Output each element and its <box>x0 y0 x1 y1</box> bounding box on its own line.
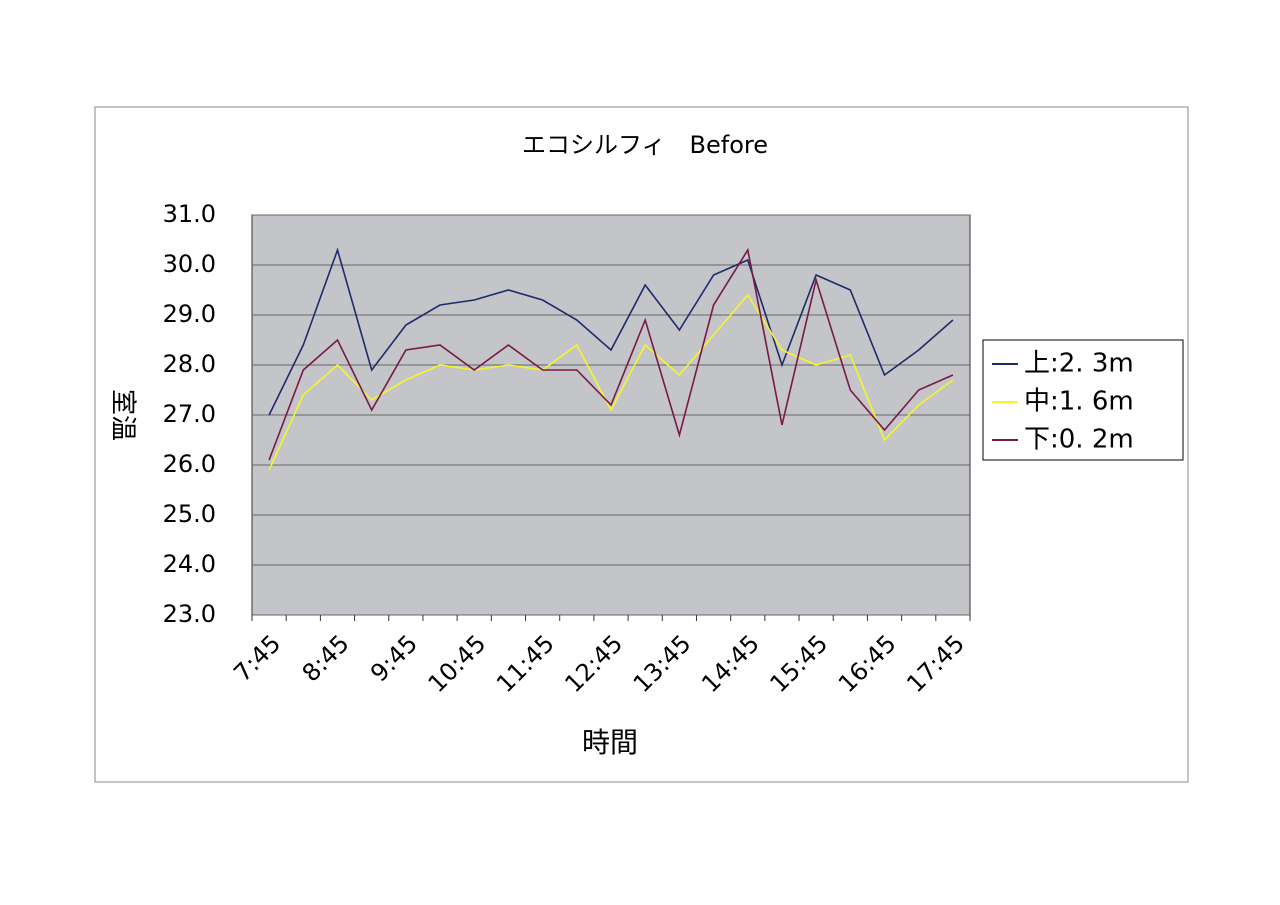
series-line <box>268 293 954 471</box>
y-tick-label: 31.0 <box>163 200 216 228</box>
chart-title: エコシルフィ Before <box>522 131 768 159</box>
legend-label: 下:0. 2m <box>1024 425 1134 455</box>
y-axis-label: 室温 <box>108 389 138 441</box>
y-tick-label: 28.0 <box>163 350 216 378</box>
y-tick-label: 30.0 <box>163 250 216 278</box>
y-tick-label: 27.0 <box>163 400 216 428</box>
x-axis-label: 時間 <box>582 726 638 759</box>
series-line <box>268 247 954 461</box>
y-tick-label: 25.0 <box>163 500 216 528</box>
y-tick-label: 23.0 <box>163 600 216 628</box>
y-tick-label: 29.0 <box>163 300 216 328</box>
legend-label: 上:2. 3m <box>1024 349 1134 379</box>
legend-label: 中:1. 6m <box>1024 387 1134 417</box>
y-tick-label: 24.0 <box>163 550 216 578</box>
y-tick-label: 26.0 <box>163 450 216 478</box>
series-line <box>268 247 954 416</box>
